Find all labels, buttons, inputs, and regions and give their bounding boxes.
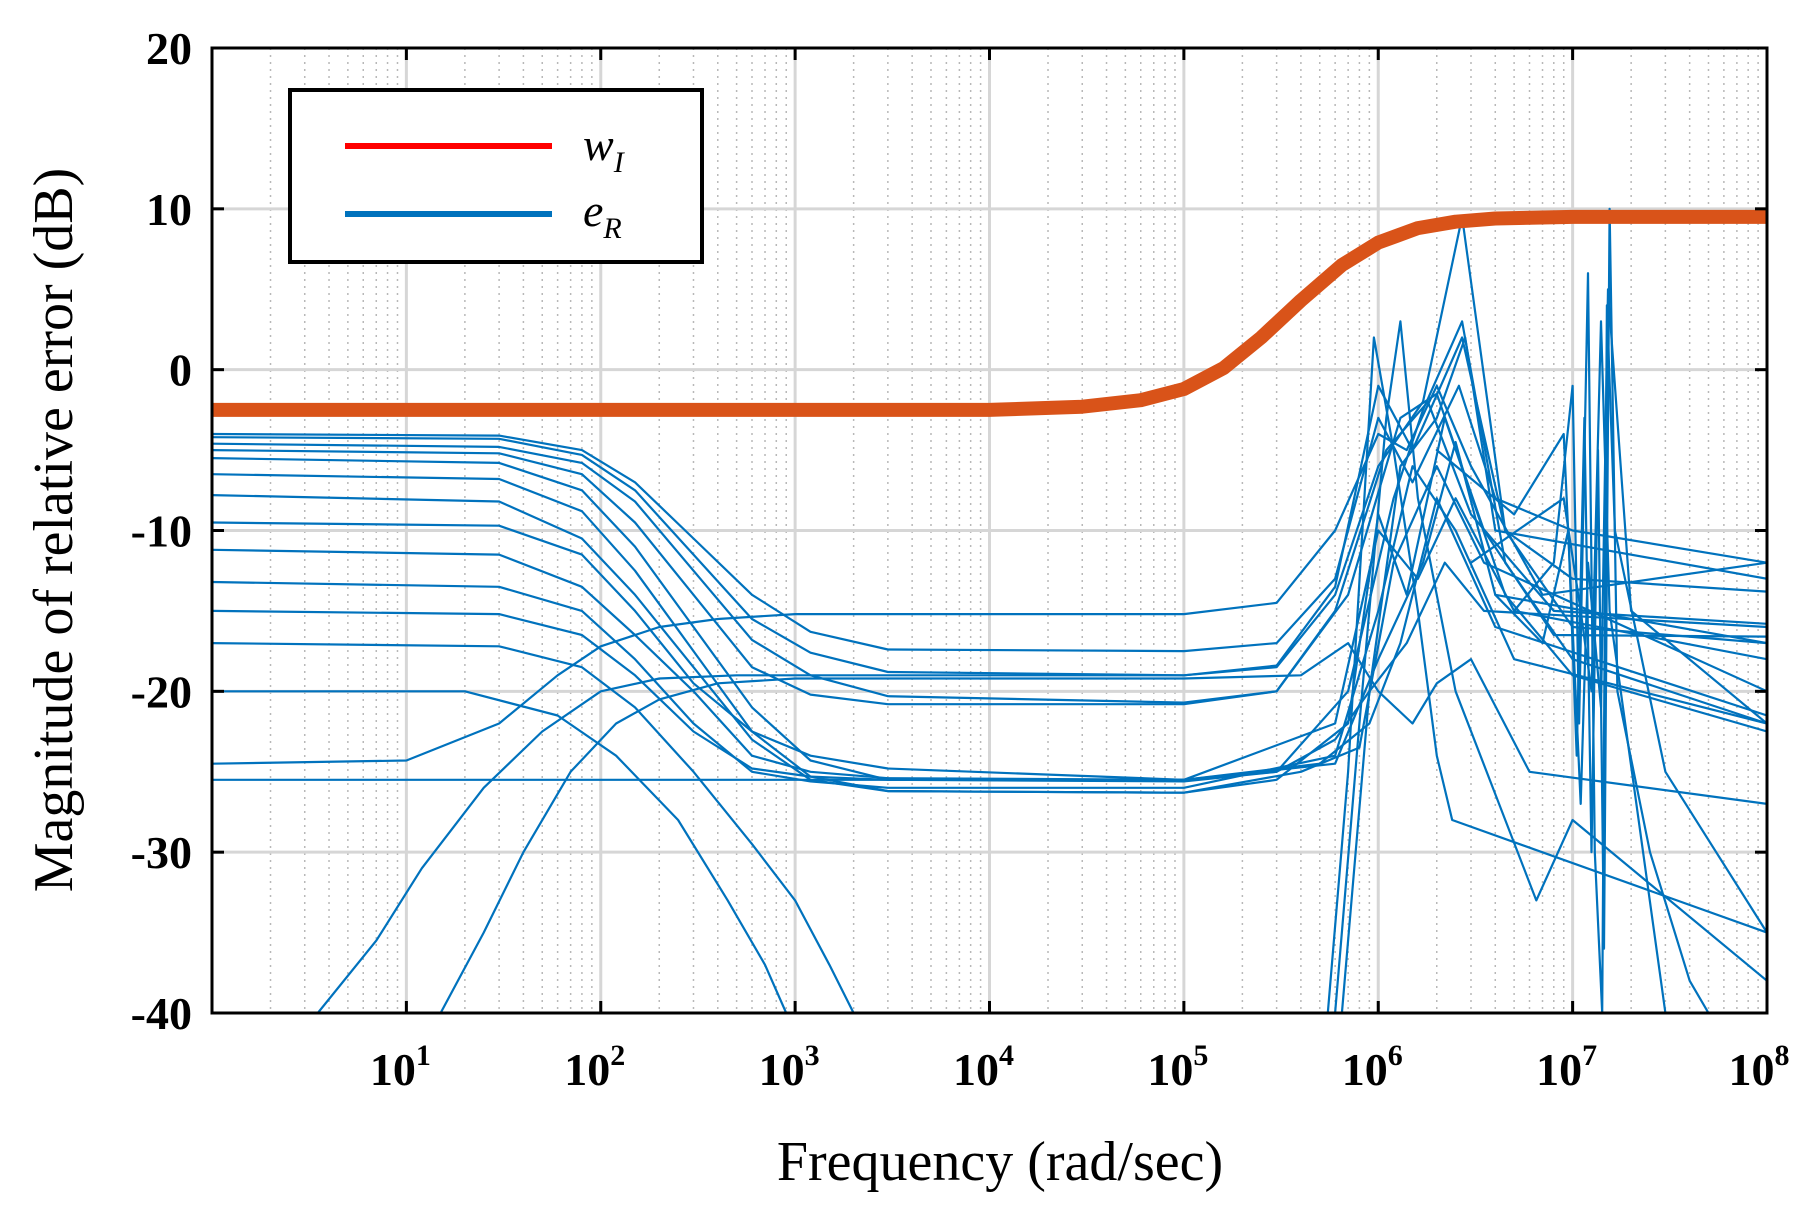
y-tick-label: -30 [131, 827, 192, 878]
series-line-e-r [1435, 288, 1767, 806]
x-tick-label: 106 [1342, 1039, 1403, 1095]
series-line-e-r [1340, 336, 1767, 1013]
x-tick-label: 105 [1147, 1039, 1208, 1095]
series-line-e-r [212, 400, 1767, 704]
series-line-e-r [212, 641, 855, 1013]
y-tick-label: 10 [146, 184, 192, 235]
y-tick-label: -20 [131, 666, 192, 717]
x-tick-label: 104 [953, 1039, 1014, 1095]
legend-label-e: eR [583, 185, 622, 245]
legend-label-w: wI [583, 119, 626, 179]
series-line-e-r [212, 497, 1767, 781]
series-group [212, 207, 1767, 1013]
legend: wI eR [288, 88, 704, 264]
series-line-e-r [1326, 336, 1767, 1013]
series-line-e-r [212, 320, 1767, 783]
x-tick-label: 103 [759, 1039, 820, 1095]
y-axis-title: Magnitude of relative error (dB) [23, 168, 85, 893]
series-line-e-r [1333, 320, 1767, 1013]
series-line-e-r [212, 690, 788, 1013]
x-axis-title: Frequency (rad/sec) [777, 1131, 1223, 1193]
legend-box [288, 88, 704, 264]
x-tick-label: 107 [1536, 1039, 1597, 1095]
y-tick-label: 20 [146, 23, 192, 74]
y-tick-label: 0 [169, 345, 192, 396]
series-line-e-r [212, 384, 1767, 653]
y-tick-label: -40 [131, 988, 192, 1039]
x-tick-label: 108 [1729, 1039, 1790, 1095]
x-tick-label: 101 [370, 1039, 431, 1095]
series-line-e-r [212, 384, 1767, 765]
series-line-e-r [439, 641, 1767, 1013]
series-line-e-r [316, 215, 1767, 1013]
axis-ticks: 20 10 0 -10 -20 -30 -40 101 102 103 104 105 106 107 10… [131, 23, 1790, 1095]
series-line-e-r [212, 465, 1767, 789]
series-line-w-i [212, 209, 1767, 417]
series-line-e-r [212, 440, 1767, 781]
series-line-e-r [1469, 320, 1667, 1013]
series-line-e-r [212, 465, 1767, 794]
y-tick-label: -10 [131, 506, 192, 557]
x-tick-label: 102 [564, 1039, 625, 1095]
